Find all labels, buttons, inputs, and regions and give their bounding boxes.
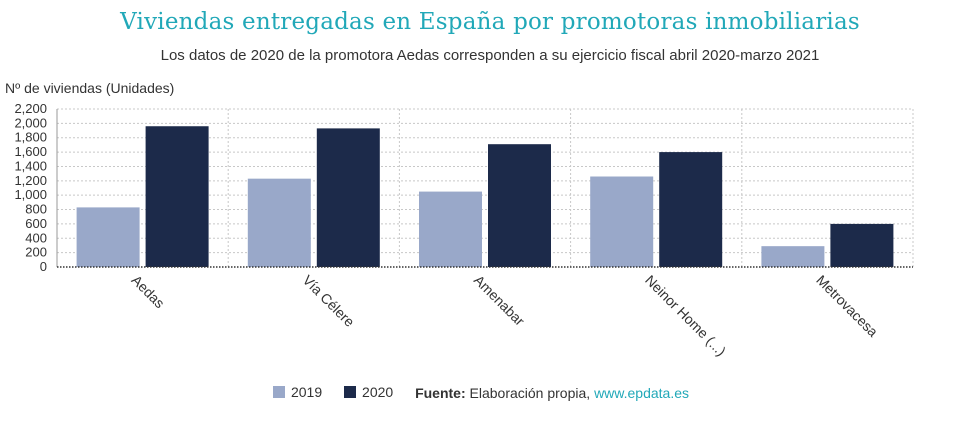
x-tick-label: Neinor Home (...) — [642, 272, 729, 359]
bar-2019-0 — [76, 207, 140, 267]
x-tick-label: Amenabar — [471, 272, 528, 329]
y-tick-label: 1,800 — [14, 130, 47, 145]
x-tick-label: Aedas — [128, 272, 167, 311]
chart-subtitle: Los datos de 2020 de la promotora Aedas … — [160, 47, 820, 64]
y-tick-label: 1,200 — [14, 173, 47, 188]
bar-2020-3 — [659, 152, 723, 267]
legend-swatch-2019 — [272, 386, 285, 398]
legend-swatch-2020 — [344, 386, 357, 398]
bar-2020-4 — [830, 223, 894, 267]
bar-2020-0 — [145, 126, 209, 268]
source-note: Fuente: Elaboración propia, www.epdata.e… — [415, 385, 689, 401]
y-axis-label: Nº de viviendas (Unidades) — [5, 80, 175, 96]
y-tick-label: 200 — [25, 245, 47, 260]
source-link[interactable]: www.epdata.es — [594, 385, 690, 401]
bar-2019-3 — [590, 176, 654, 267]
y-tick-label: 2,200 — [14, 101, 47, 116]
legend-label-2019: 2019 — [290, 384, 323, 400]
source-label: Fuente: — [415, 385, 466, 401]
y-tick-label: 0 — [40, 259, 47, 274]
y-tick-label: 1,400 — [14, 158, 47, 173]
bar-2019-2 — [419, 191, 482, 267]
legend-item-2020[interactable]: 2020 — [344, 384, 393, 400]
bar-2019-1 — [247, 178, 311, 267]
legend-item-2019[interactable]: 2019 — [272, 384, 323, 400]
chart-title: Viviendas entregadas en España por promo… — [120, 9, 860, 35]
y-tick-label: 2,000 — [14, 115, 47, 130]
y-tick-label: 400 — [25, 230, 47, 245]
legend: 2019 2020 Fuente: Elaboración propia, ww… — [0, 384, 980, 401]
legend-label-2020: 2020 — [362, 384, 394, 400]
bar-2019-4 — [761, 246, 825, 267]
y-tick-label: 800 — [25, 202, 47, 217]
source-text: Elaboración propia, — [469, 385, 591, 401]
bar-2020-1 — [316, 128, 380, 267]
bar-chart: 02004006008001,0001,2001,4001,6001,8002,… — [14, 101, 914, 359]
y-tick-label: 600 — [25, 216, 47, 231]
bar-2020-2 — [488, 144, 551, 267]
x-tick-label: Vía Célere — [300, 272, 358, 330]
y-tick-label: 1,000 — [14, 187, 47, 202]
y-tick-label: 1,600 — [14, 144, 47, 159]
x-tick-label: Metrovacesa — [813, 272, 881, 340]
